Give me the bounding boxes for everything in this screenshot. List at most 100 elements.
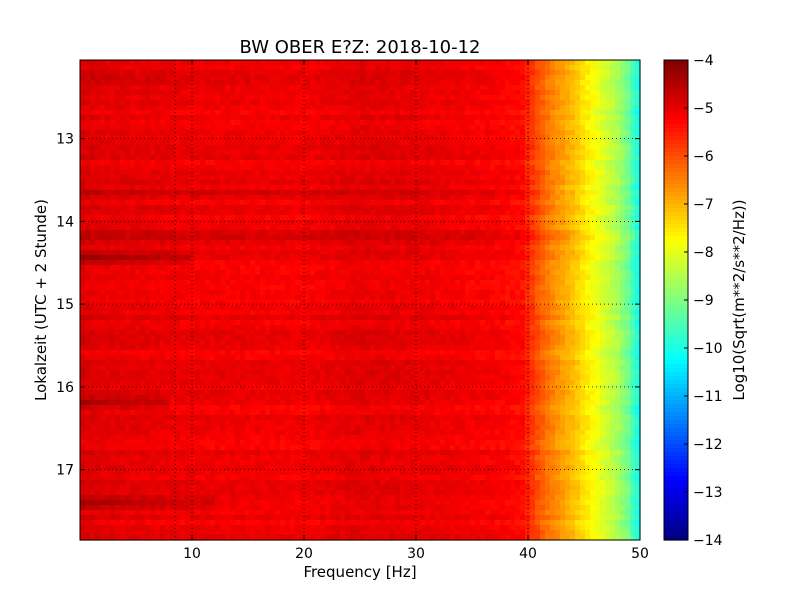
heatmap-cell [420, 120, 426, 126]
heatmap-cell [495, 250, 501, 256]
heatmap-cell [245, 120, 251, 126]
heatmap-cell [395, 225, 401, 231]
heatmap-cell [345, 170, 351, 176]
heatmap-cell [410, 245, 416, 251]
heatmap-cell [345, 130, 351, 136]
heatmap-cell [580, 275, 586, 281]
heatmap-cell [565, 75, 571, 81]
heatmap-cell [590, 60, 596, 66]
heatmap-cell [470, 140, 476, 146]
heatmap-cell [540, 270, 546, 276]
heatmap-cell [515, 175, 521, 181]
heatmap-cell [355, 140, 361, 146]
heatmap-cell [195, 185, 201, 191]
heatmap-cell [215, 95, 221, 101]
heatmap-cell [140, 80, 146, 86]
heatmap-cell [395, 70, 401, 76]
heatmap-cell [570, 185, 576, 191]
heatmap-cell [445, 90, 451, 96]
heatmap-cell [280, 265, 286, 271]
heatmap-cell [155, 140, 161, 146]
heatmap-cell [115, 250, 121, 256]
heatmap-cell [420, 175, 426, 181]
heatmap-cell [310, 120, 316, 126]
heatmap-cell [245, 220, 251, 226]
heatmap-cell [465, 175, 471, 181]
heatmap-cell [255, 60, 261, 66]
heatmap-cell [140, 165, 146, 171]
heatmap-cell [170, 150, 176, 156]
heatmap-cell [115, 110, 121, 116]
heatmap-cell [170, 260, 176, 266]
heatmap-cell [330, 150, 336, 156]
heatmap-cell [315, 75, 321, 81]
heatmap-cell [330, 125, 336, 131]
heatmap-cell [320, 105, 326, 111]
heatmap-cell [515, 250, 521, 256]
heatmap-cell [340, 105, 346, 111]
heatmap-cell [285, 145, 291, 151]
heatmap-cell [465, 225, 471, 231]
heatmap-cell [600, 205, 606, 211]
heatmap-cell [335, 225, 341, 231]
heatmap-cell [375, 135, 381, 141]
heatmap-cell [245, 200, 251, 206]
heatmap-cell [90, 145, 96, 151]
heatmap-cell [105, 140, 111, 146]
heatmap-cell [205, 210, 211, 216]
heatmap-cell [630, 245, 636, 251]
heatmap-cell [465, 80, 471, 86]
heatmap-cell [290, 70, 296, 76]
heatmap-cell [355, 245, 361, 251]
heatmap-cell [565, 95, 571, 101]
heatmap-cell [595, 120, 601, 126]
heatmap-cell [340, 240, 346, 246]
heatmap-cell [340, 185, 346, 191]
heatmap-cell [500, 195, 506, 201]
heatmap-cell [120, 150, 126, 156]
heatmap-cell [450, 230, 456, 236]
heatmap-cell [580, 175, 586, 181]
heatmap-cell [445, 100, 451, 106]
heatmap-cell [630, 145, 636, 151]
heatmap-cell [585, 250, 591, 256]
heatmap-cell [285, 270, 291, 276]
heatmap-cell [245, 275, 251, 281]
heatmap-cell [595, 255, 601, 261]
heatmap-cell [565, 235, 571, 241]
heatmap-cell [300, 170, 306, 176]
heatmap-cell [120, 200, 126, 206]
heatmap-cell [465, 85, 471, 91]
heatmap-cell [135, 120, 141, 126]
heatmap-cell [145, 170, 151, 176]
heatmap-cell [395, 90, 401, 96]
heatmap-cell [510, 215, 516, 221]
heatmap-cell [105, 220, 111, 226]
heatmap-cell [335, 245, 341, 251]
heatmap-cell [175, 270, 181, 276]
heatmap-cell [250, 95, 256, 101]
heatmap-cell [395, 115, 401, 121]
heatmap-cell [465, 245, 471, 251]
heatmap-cell [260, 210, 266, 216]
heatmap-cell [620, 115, 626, 121]
heatmap-cell [170, 165, 176, 171]
heatmap-cell [540, 250, 546, 256]
heatmap-cell [250, 250, 256, 256]
heatmap-cell [600, 185, 606, 191]
heatmap-cell [130, 110, 136, 116]
heatmap-cell [275, 85, 281, 91]
heatmap-cell [265, 275, 271, 281]
heatmap-cell [115, 225, 121, 231]
heatmap-cell [630, 100, 636, 106]
heatmap-cell [375, 250, 381, 256]
heatmap-cell [145, 150, 151, 156]
heatmap-cell [275, 270, 281, 276]
heatmap-cell [600, 175, 606, 181]
heatmap-cell [405, 230, 411, 236]
heatmap-cell [525, 140, 531, 146]
heatmap-cell [130, 280, 136, 286]
heatmap-cell [340, 80, 346, 86]
heatmap-cell [400, 230, 406, 236]
heatmap-cell [335, 250, 341, 256]
